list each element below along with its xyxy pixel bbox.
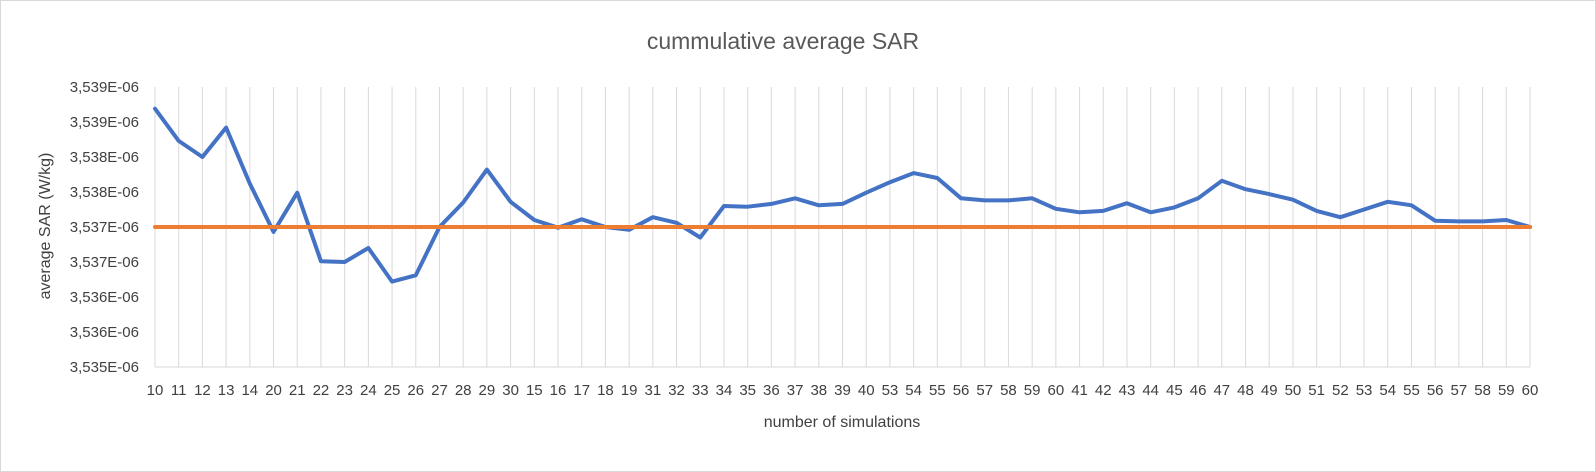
x-tick-label: 27 [431, 382, 448, 399]
x-tick-label: 33 [692, 382, 709, 399]
x-tick-label: 59 [1498, 382, 1515, 399]
x-tick-label: 17 [573, 382, 590, 399]
x-tick-label: 45 [1166, 382, 1183, 399]
x-tick-label: 21 [289, 382, 306, 399]
x-tick-label: 56 [1427, 382, 1444, 399]
x-tick-label: 57 [1451, 382, 1468, 399]
x-tick-label: 26 [407, 382, 424, 399]
x-tick-label: 18 [597, 382, 614, 399]
y-tick-label: 3,536E-06 [70, 324, 139, 341]
chart-title: cummulative average SAR [647, 28, 919, 54]
x-tick-label: 49 [1261, 382, 1278, 399]
x-tick-label: 46 [1190, 382, 1207, 399]
series-layer [153, 106, 1532, 284]
y-tick-label: 3,539E-06 [70, 79, 139, 96]
x-tick-label: 28 [455, 382, 472, 399]
x-tick-label: 43 [1119, 382, 1136, 399]
x-tick-label: 20 [265, 382, 282, 399]
x-tick-label: 15 [526, 382, 543, 399]
x-tick-label: 59 [1024, 382, 1041, 399]
x-tick-label: 54 [1379, 382, 1396, 399]
y-tick-label: 3,536E-06 [70, 289, 139, 306]
x-tick-label: 48 [1237, 382, 1254, 399]
x-tick-label: 52 [1332, 382, 1349, 399]
x-tick-label: 53 [1356, 382, 1373, 399]
x-tick-label: 57 [976, 382, 993, 399]
x-tick-label: 51 [1308, 382, 1325, 399]
x-tick-label: 60 [1522, 382, 1539, 399]
x-tick-label: 58 [1000, 382, 1017, 399]
x-tick-label: 53 [882, 382, 899, 399]
x-tick-label: 50 [1285, 382, 1302, 399]
x-tick-label: 25 [384, 382, 401, 399]
x-tick-label: 34 [716, 382, 733, 399]
x-tick-label: 42 [1095, 382, 1112, 399]
x-tick-label: 36 [763, 382, 780, 399]
y-tick-label: 3,539E-06 [70, 114, 139, 131]
x-tick-label: 60 [1048, 382, 1065, 399]
x-tick-label: 39 [834, 382, 851, 399]
x-tick-label: 13 [218, 382, 235, 399]
x-tick-label: 11 [171, 382, 187, 399]
y-axis-tick-labels: 3,539E-06 3,539E-06 3,538E-06 3,538E-06 3,53… [70, 79, 139, 376]
y-tick-label: 3,538E-06 [70, 184, 139, 201]
x-tick-label: 47 [1213, 382, 1230, 399]
x-tick-label: 55 [929, 382, 946, 399]
x-tick-label: 32 [668, 382, 685, 399]
y-tick-label: 3,535E-06 [70, 359, 139, 376]
x-tick-label: 40 [858, 382, 875, 399]
x-tick-label: 56 [953, 382, 970, 399]
x-tick-label: 55 [1403, 382, 1420, 399]
x-tick-label: 10 [147, 382, 164, 399]
x-tick-label: 58 [1474, 382, 1491, 399]
x-tick-label: 38 [810, 382, 827, 399]
x-tick-label: 54 [905, 382, 922, 399]
y-tick-label: 3,537E-06 [70, 254, 139, 271]
x-tick-label: 23 [336, 382, 353, 399]
y-axis-title: average SAR (W/kg) [37, 153, 54, 300]
x-axis-title: number of simulations [764, 414, 921, 431]
x-tick-label: 29 [479, 382, 496, 399]
x-tick-label: 41 [1071, 382, 1088, 399]
y-tick-label: 3,538E-06 [70, 149, 139, 166]
x-tick-label: 19 [621, 382, 638, 399]
x-axis-tick-labels: 10 11 12 13 14 20 21 22 23 24 25 26 27 28 29 30 15 16 17 18… [147, 382, 1539, 399]
x-tick-label: 31 [645, 382, 662, 399]
x-tick-label: 14 [241, 382, 258, 399]
x-tick-label: 22 [313, 382, 330, 399]
x-tick-label: 35 [739, 382, 756, 399]
y-tick-label: 3,537E-06 [70, 219, 139, 236]
x-tick-label: 44 [1142, 382, 1159, 399]
x-tick-label: 30 [502, 382, 519, 399]
x-tick-label: 12 [194, 382, 211, 399]
x-tick-label: 16 [550, 382, 567, 399]
x-tick-label: 37 [787, 382, 804, 399]
x-tick-label: 24 [360, 382, 377, 399]
